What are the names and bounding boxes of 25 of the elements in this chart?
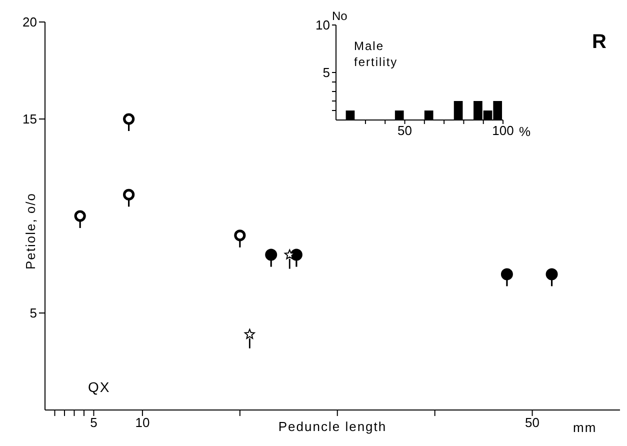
x-tick-label: 10 — [135, 415, 150, 430]
point — [265, 248, 278, 261]
point — [546, 268, 558, 280]
x-tick-label: 100 — [492, 123, 514, 138]
point — [123, 188, 135, 200]
point — [234, 230, 246, 242]
y-tick-label: 15 — [22, 112, 37, 127]
y-tick-label: 5 — [30, 306, 37, 321]
point — [244, 328, 255, 339]
x-tick-label: 50 — [398, 123, 412, 138]
x-tick-label: 50 — [525, 415, 540, 430]
text: mm — [573, 420, 597, 435]
y-axis-title: No — [332, 9, 348, 23]
point — [74, 210, 86, 222]
y-axis-title: Petiole, o/o — [23, 192, 38, 270]
x-axis-title: Peduncle length — [278, 419, 387, 434]
point — [284, 249, 295, 260]
point — [500, 268, 513, 280]
x-tick-label: 5 — [90, 415, 98, 430]
text: Male fertility — [354, 39, 398, 69]
y-tick-label: 20 — [22, 14, 37, 30]
annotation: R — [592, 31, 608, 53]
point — [123, 113, 135, 125]
annotation: QX — [88, 379, 110, 395]
x-axis-title: % — [519, 124, 531, 139]
